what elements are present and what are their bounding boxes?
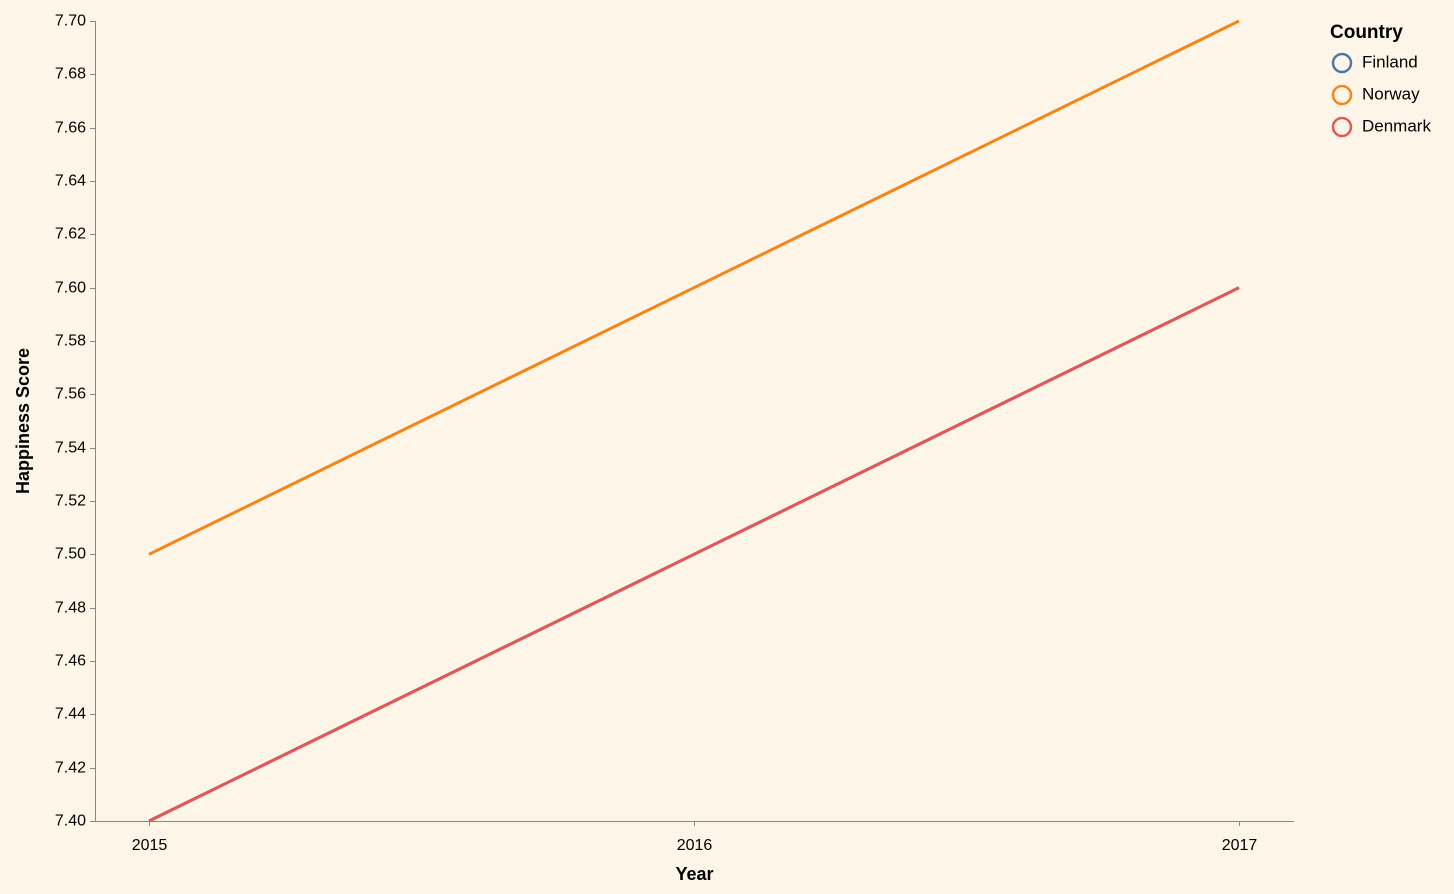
- y-tick-label: 7.46: [55, 653, 86, 670]
- y-tick-label: 7.56: [55, 386, 86, 403]
- series-line-norway: [148, 19, 1240, 556]
- legend-label-norway: Norway: [1362, 84, 1420, 103]
- y-axis-ticks: 7.40 7.42 7.44 7.46 7.48 7.50 7.52 7.54 7.56 7.58…: [55, 13, 95, 830]
- series-layer: [148, 19, 1240, 823]
- y-tick-label: 7.52: [55, 493, 86, 510]
- x-axis-ticks: 2015 2016 2017: [132, 821, 1258, 854]
- x-axis-title: Year: [675, 864, 713, 884]
- y-tick-label: 7.62: [55, 226, 86, 243]
- x-tick-label: 2016: [677, 837, 713, 854]
- legend-items: Finland Norway Denmark: [1331, 52, 1431, 138]
- legend-label-finland: Finland: [1362, 52, 1418, 71]
- y-tick-label: 7.40: [55, 813, 86, 830]
- y-tick-label: 7.70: [55, 13, 86, 30]
- y-tick-label: 7.64: [55, 173, 86, 190]
- y-tick-label: 7.44: [55, 706, 86, 723]
- legend-symbol-denmark: [1331, 116, 1353, 138]
- legend-symbol-finland: [1331, 52, 1353, 74]
- y-tick-label: 7.68: [55, 66, 86, 83]
- legend: Country Finland Norway Denmark: [1330, 22, 1431, 138]
- series-line-denmark: [148, 286, 1240, 823]
- y-tick-label: 7.58: [55, 333, 86, 350]
- y-tick-label: 7.66: [55, 120, 86, 137]
- legend-title: Country: [1330, 22, 1403, 43]
- y-tick-label: 7.42: [55, 760, 86, 777]
- legend-symbol-norway: [1331, 84, 1353, 106]
- y-tick-label: 7.50: [55, 546, 86, 563]
- y-tick-label: 7.48: [55, 600, 86, 617]
- y-tick-label: 7.54: [55, 440, 86, 457]
- axes-layer: 7.40 7.42 7.44 7.46 7.48 7.50 7.52 7.54 7.56 7.58…: [13, 13, 1294, 884]
- x-tick-label: 2015: [132, 837, 168, 854]
- y-tick-label: 7.60: [55, 280, 86, 297]
- y-axis-title: Happiness Score: [13, 348, 33, 494]
- x-tick-label: 2017: [1222, 837, 1258, 854]
- legend-label-denmark: Denmark: [1362, 116, 1431, 135]
